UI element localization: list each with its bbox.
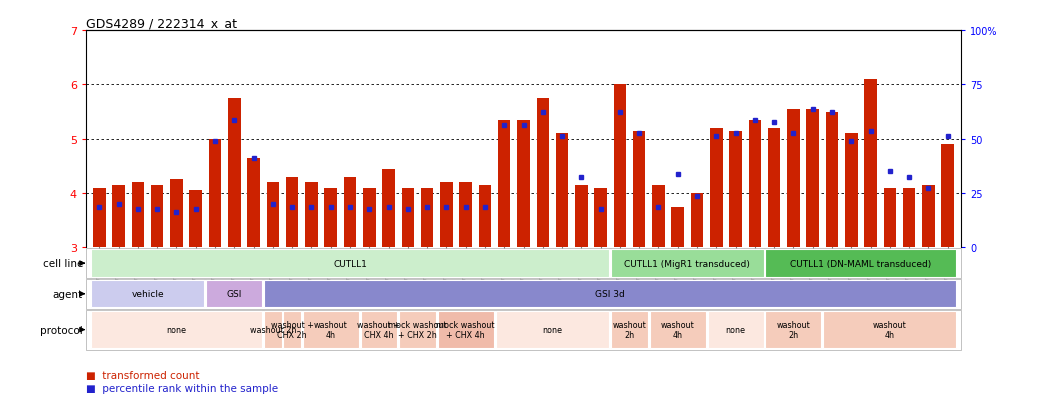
Bar [765,250,956,277]
Bar [190,191,202,248]
Bar [710,128,722,248]
Bar [787,109,800,248]
Text: agent: agent [52,289,83,299]
Text: washout
2h: washout 2h [777,320,810,339]
Text: CUTLL1 (MigR1 transduced): CUTLL1 (MigR1 transduced) [624,259,751,268]
Text: washout +
CHX 4h: washout + CHX 4h [357,320,400,339]
Bar [556,134,569,248]
Bar [247,158,260,248]
Bar [691,194,704,248]
Bar [652,185,665,248]
Bar [806,109,819,248]
Bar [264,311,282,348]
Bar [286,177,298,248]
Bar [650,311,706,348]
Bar [708,311,763,348]
Bar [171,180,183,248]
Bar [460,183,472,248]
Bar [91,311,262,348]
Bar [823,311,956,348]
Bar [363,188,376,248]
Bar [360,311,397,348]
Bar [536,99,549,248]
Text: ■  transformed count: ■ transformed count [86,370,199,380]
Bar [575,185,587,248]
Bar [845,134,857,248]
Bar [208,140,221,248]
Bar [941,145,954,248]
Bar [440,183,452,248]
Bar [325,188,337,248]
Text: GSI: GSI [226,290,242,299]
Bar [864,80,876,248]
Text: vehicle: vehicle [131,290,164,299]
Bar [730,131,742,248]
Text: GSI 3d: GSI 3d [596,290,625,299]
Text: protocol: protocol [40,325,83,335]
Text: CUTLL1 (DN-MAML transduced): CUTLL1 (DN-MAML transduced) [790,259,932,268]
Bar [498,121,511,248]
Bar [91,280,204,308]
Bar [614,85,626,248]
Text: none: none [726,325,745,334]
Bar [767,128,780,248]
Bar [267,183,280,248]
Text: cell line: cell line [43,259,83,268]
Text: washout
4h: washout 4h [314,320,348,339]
Bar [228,99,241,248]
Bar [611,311,648,348]
Bar [478,185,491,248]
Bar [495,311,609,348]
Text: none: none [166,325,186,334]
Bar [382,169,395,248]
Bar [343,177,356,248]
Text: mock washout
+ CHX 2h: mock washout + CHX 2h [388,320,447,339]
Text: washout
4h: washout 4h [661,320,694,339]
Bar [671,207,684,248]
Bar [922,185,935,248]
Bar [632,131,645,248]
Bar [305,183,317,248]
Text: washout 2h: washout 2h [249,325,296,334]
Bar [402,188,414,248]
Bar [284,311,300,348]
Bar [93,188,106,248]
Bar [749,121,761,248]
Bar [91,250,609,277]
Text: CUTLL1: CUTLL1 [333,259,366,268]
Text: washout
4h: washout 4h [873,320,907,339]
Text: none: none [542,325,562,334]
Bar [303,311,359,348]
Bar [264,280,956,308]
Bar [112,185,125,248]
Bar [884,188,896,248]
Text: washout +
CHX 2h: washout + CHX 2h [271,320,314,339]
Text: ■  percentile rank within the sample: ■ percentile rank within the sample [86,383,279,393]
Bar [595,188,607,248]
Bar [132,183,144,248]
Text: mock washout
+ CHX 4h: mock washout + CHX 4h [437,320,495,339]
Text: washout
2h: washout 2h [612,320,646,339]
Text: GDS4289 / 222314_x_at: GDS4289 / 222314_x_at [86,17,237,30]
Bar [399,311,436,348]
Bar [517,121,530,248]
Bar [611,250,763,277]
Bar [206,280,262,308]
Bar [438,311,493,348]
Bar [826,112,839,248]
Bar [421,188,433,248]
Bar [903,188,915,248]
Bar [151,185,163,248]
Bar [765,311,821,348]
